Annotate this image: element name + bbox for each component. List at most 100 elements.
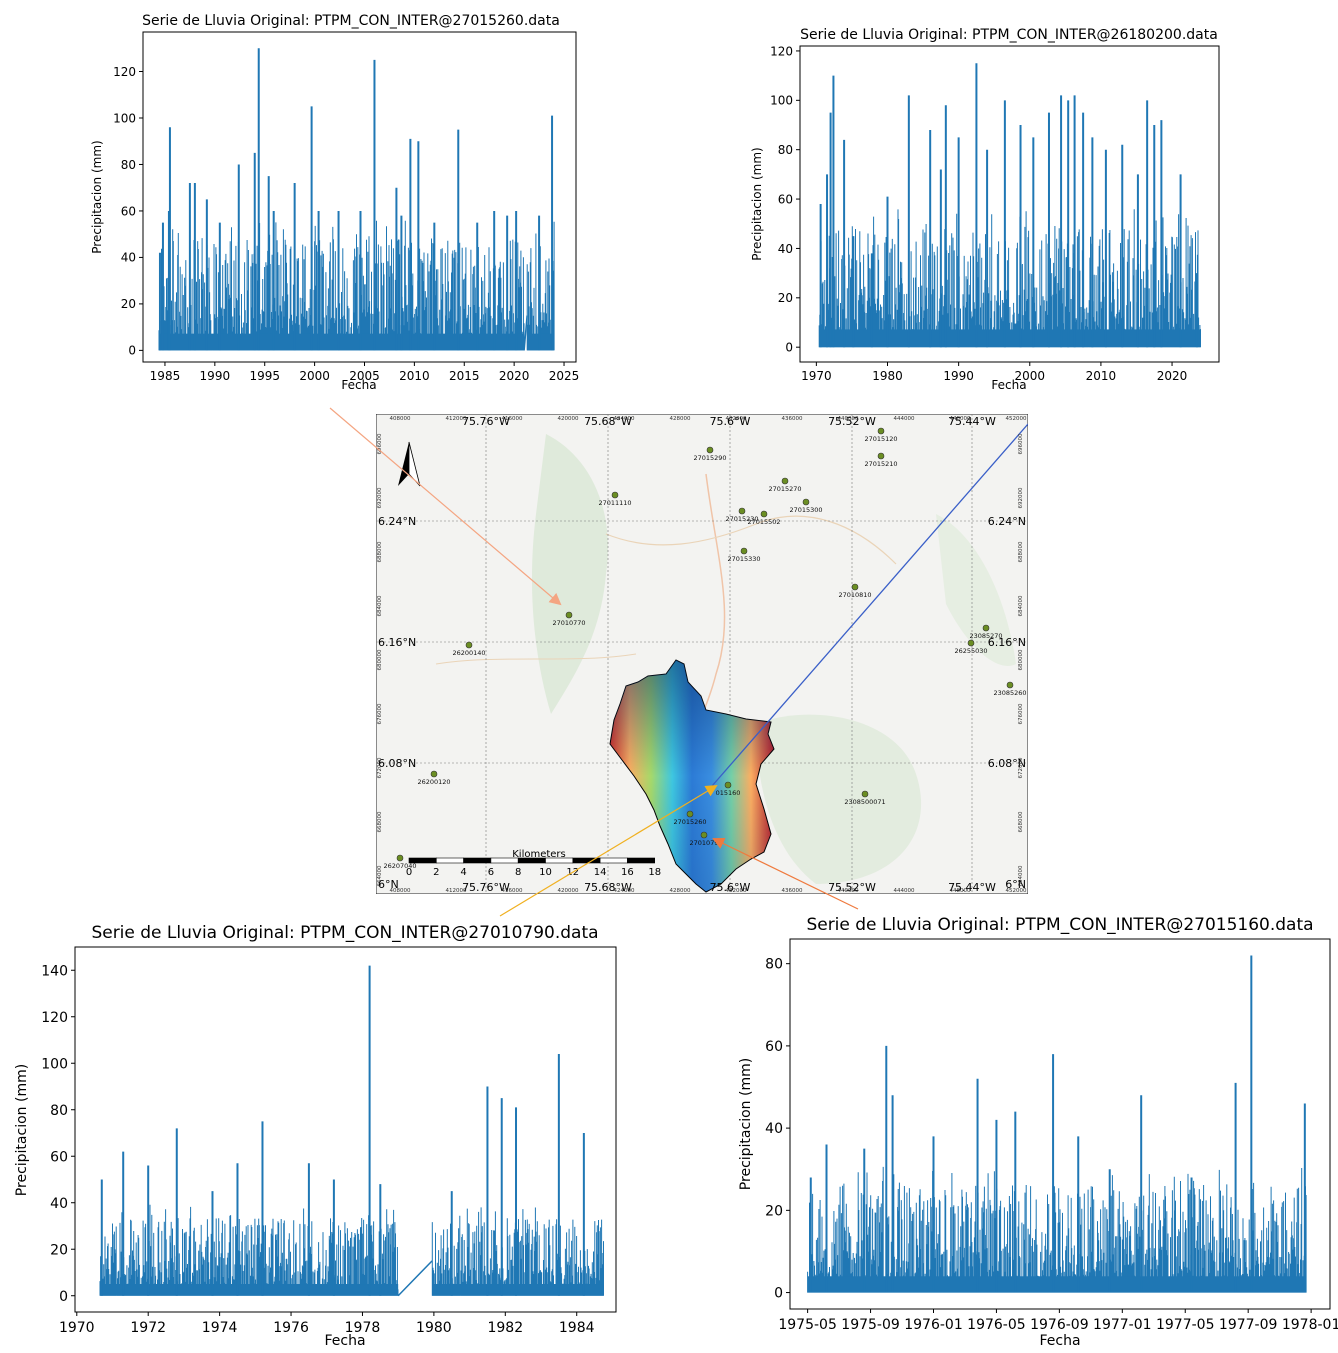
gap-connector [523, 315, 528, 351]
easting-label: 452000 [1006, 416, 1027, 422]
y-axis-label: Precipitacion (mm) [738, 1058, 754, 1190]
station-marker [740, 547, 748, 555]
scale-tick-label: 8 [515, 867, 521, 878]
station-marker [781, 477, 789, 485]
easting-label: 424000 [614, 416, 635, 422]
x-tick-label: 2000 [1015, 369, 1046, 383]
y-tick-label: 60 [121, 204, 136, 218]
station-label: 2308500071 [844, 798, 885, 806]
scale-tick-label: 18 [648, 867, 661, 878]
x-tick-label: 2020 [1157, 369, 1188, 383]
y-tick-label: 20 [121, 297, 136, 311]
x-tick-label: 1990 [200, 369, 231, 383]
scale-bar: Kilometers 024681012141618 [406, 849, 661, 878]
plot-area [74, 946, 617, 1313]
station-label: 27015300 [789, 506, 822, 514]
x-tick-label: 1980 [416, 1320, 452, 1336]
easting-label: 412000 [446, 888, 467, 894]
scale-tick-label: 10 [539, 867, 552, 878]
y-tick-label: 0 [785, 341, 793, 355]
y-tick-label: 40 [121, 251, 136, 265]
rain-series [99, 965, 604, 1297]
x-tick-label: 1978-01 [1282, 1317, 1338, 1333]
station-marker [982, 624, 990, 632]
lon-label-top: 75.44°W [948, 415, 996, 428]
easting-label: 444000 [894, 888, 915, 894]
northing-label: 684000 [1018, 595, 1024, 616]
x-tick-label: 2005 [349, 369, 380, 383]
station-marker [565, 611, 573, 619]
y-tick-label: 100 [113, 111, 136, 125]
station-label: 27010770 [552, 619, 585, 627]
station-label: 27011110 [598, 499, 631, 507]
series-baseline-band [432, 1284, 604, 1296]
easting-label: 444000 [894, 416, 915, 422]
station-label: 23085260 [993, 689, 1026, 697]
y-tick-label: 120 [770, 44, 793, 58]
chart-title: Serie de Lluvia Original: PTPM_CON_INTER… [806, 915, 1313, 935]
x-tick-label: 1975-05 [778, 1317, 837, 1333]
x-tick-label: 1980 [872, 369, 903, 383]
station-marker [877, 452, 885, 460]
northing-label: 676000 [377, 703, 383, 724]
station-marker [802, 498, 810, 506]
arrow-to-27010770 [329, 407, 562, 606]
easting-label: 432000 [726, 888, 747, 894]
northing-label: 692000 [377, 487, 383, 508]
easting-label: 412000 [446, 416, 467, 422]
station-marker [861, 790, 869, 798]
easting-label: 440000 [838, 888, 859, 894]
y-tick-label: 60 [778, 192, 793, 206]
easting-label: 420000 [558, 888, 579, 894]
y-tick-label: 60 [50, 1149, 68, 1165]
chart-title: Serie de Lluvia Original: PTPM_CON_INTER… [800, 27, 1218, 43]
scale-tick-label: 6 [488, 867, 494, 878]
x-tick-label: 1976 [273, 1320, 309, 1336]
lon-label-top: 75.6°W [710, 415, 751, 428]
scale-tick-label: 4 [460, 867, 466, 878]
x-tick-label: 2010 [399, 369, 430, 383]
northing-label: 696000 [1018, 433, 1024, 454]
y-tick-label: 0 [128, 344, 136, 358]
x-tick-label: 1985 [150, 369, 181, 383]
rain-series [807, 955, 1307, 1293]
chart-27015260: Serie de Lluvia Original: PTPM_CON_INTER… [90, 13, 579, 392]
rain-series [158, 48, 555, 351]
x-tick-label: 1974 [202, 1320, 238, 1336]
x-tick-label: 1972 [130, 1320, 166, 1336]
y-tick-label: 60 [765, 1039, 783, 1055]
northing-label: 676000 [1018, 703, 1024, 724]
y-tick-label: 20 [765, 1203, 783, 1219]
scale-tick-label: 14 [594, 867, 607, 878]
road [435, 653, 637, 665]
easting-label: 428000 [670, 888, 691, 894]
northing-label: 664000 [377, 865, 383, 886]
easting-label: 436000 [782, 888, 803, 894]
chart-27015160: Serie de Lluvia Original: PTPM_CON_INTER… [738, 915, 1338, 1349]
station-label: 2701079 [690, 839, 719, 847]
station-marker [851, 583, 859, 591]
y-tick-label: 0 [59, 1289, 68, 1305]
x-tick-label: 1970 [59, 1320, 95, 1336]
y-tick-label: 0 [774, 1286, 783, 1302]
gap-connector [397, 1260, 433, 1297]
lon-label-top: 75.76°W [462, 415, 510, 428]
northing-label: 668000 [1018, 811, 1024, 832]
station-label: 015160 [716, 789, 741, 797]
station-label: 27010810 [838, 591, 871, 599]
easting-label: 440000 [838, 416, 859, 422]
plot-area [799, 45, 1220, 363]
chart-title: Serie de Lluvia Original: PTPM_CON_INTER… [91, 923, 598, 943]
station-marker [700, 831, 708, 839]
station-label: 27015330 [727, 555, 760, 563]
chart-27010790: Serie de Lluvia Original: PTPM_CON_INTER… [14, 923, 617, 1349]
easting-label: 420000 [558, 416, 579, 422]
series-baseline-band [99, 1284, 399, 1296]
station-marker [760, 510, 768, 518]
station-label: 27015270 [768, 485, 801, 493]
lat-label-left: 6.24°N [378, 515, 416, 528]
scale-tick-label: 2 [433, 867, 439, 878]
easting-label: 416000 [502, 416, 523, 422]
easting-label: 408000 [390, 888, 411, 894]
